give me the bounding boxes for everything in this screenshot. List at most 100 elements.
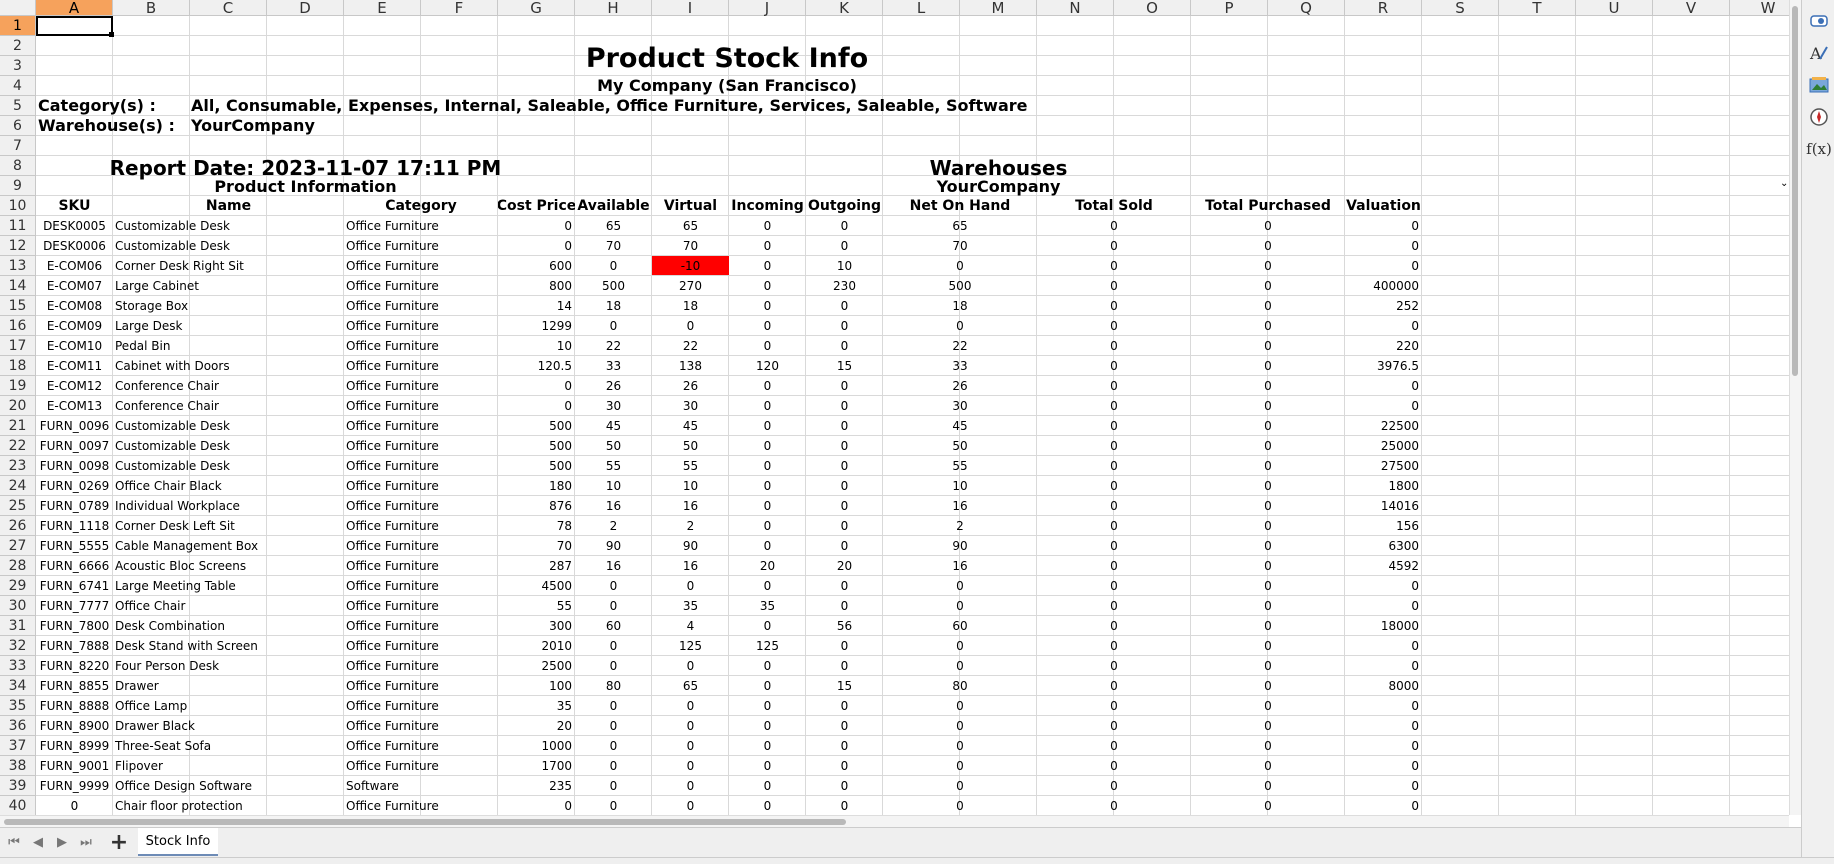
row-header-19[interactable]: 19 — [0, 376, 36, 396]
cell-net-on-hand[interactable]: 90 — [952, 538, 968, 553]
cell-virtual[interactable]: 65 — [682, 678, 699, 693]
cell-total-purchased[interactable]: 0 — [1264, 578, 1272, 593]
cell-sku[interactable]: FURN_8855 — [39, 678, 110, 693]
cell-net-on-hand[interactable]: 0 — [956, 778, 964, 793]
cell-category[interactable]: Office Furniture — [346, 398, 439, 413]
cell-outgoing[interactable]: 0 — [840, 398, 849, 413]
cell-sku[interactable]: FURN_6741 — [39, 578, 110, 593]
cell-incoming[interactable]: 0 — [763, 418, 772, 433]
cell-cost-price[interactable]: 287 — [549, 558, 572, 573]
cell-total-sold[interactable]: 0 — [1110, 478, 1118, 493]
select-all-corner[interactable] — [0, 0, 36, 16]
cell-available[interactable]: 0 — [609, 638, 618, 653]
cell-available[interactable]: 10 — [605, 478, 622, 493]
cell-valuation[interactable]: 400000 — [1373, 278, 1419, 293]
cell-valuation[interactable]: 0 — [1411, 238, 1419, 253]
cell-incoming[interactable]: 0 — [763, 698, 772, 713]
cell-net-on-hand[interactable]: 16 — [952, 558, 968, 573]
cell-net-on-hand[interactable]: 30 — [952, 398, 968, 413]
cell-category[interactable]: Office Furniture — [346, 738, 439, 753]
column-header-i[interactable]: I — [652, 0, 729, 16]
cell-sku[interactable]: E-COM07 — [46, 278, 103, 293]
cell-valuation[interactable]: 0 — [1411, 318, 1419, 333]
cell-incoming[interactable]: 0 — [763, 318, 772, 333]
cell-virtual[interactable]: 50 — [682, 438, 699, 453]
cell-total-purchased[interactable]: 0 — [1264, 598, 1272, 613]
cell-total-sold[interactable]: 0 — [1110, 298, 1118, 313]
row-header-16[interactable]: 16 — [0, 316, 36, 336]
cell-available[interactable]: 55 — [605, 458, 622, 473]
cell-cost-price[interactable]: 876 — [549, 498, 572, 513]
cell-valuation[interactable]: 220 — [1396, 338, 1419, 353]
cell-sku[interactable]: FURN_0269 — [39, 478, 110, 493]
cell-sku[interactable]: FURN_0789 — [39, 498, 110, 513]
cell-cost-price[interactable]: 235 — [549, 778, 572, 793]
cell-name[interactable]: Conference Chair — [115, 398, 219, 413]
row-header-9[interactable]: 9 — [0, 176, 36, 196]
cell-net-on-hand[interactable]: 65 — [952, 218, 968, 233]
cell-category[interactable]: Office Furniture — [346, 698, 439, 713]
row-header-8[interactable]: 8 — [0, 156, 36, 176]
cell-name[interactable]: Office Design Software — [115, 778, 252, 793]
cell-sku[interactable]: E-COM12 — [46, 378, 103, 393]
cell-total-purchased[interactable]: 0 — [1264, 778, 1272, 793]
cell-name[interactable]: Customizable Desk — [115, 458, 230, 473]
cell-outgoing[interactable]: 0 — [840, 238, 849, 253]
row-header-10[interactable]: 10 — [0, 196, 36, 216]
cell-cost-price[interactable]: 1000 — [541, 738, 572, 753]
cell-net-on-hand[interactable]: 500 — [948, 278, 972, 293]
spreadsheet-grid[interactable]: A B C D E F G H I J K L M N O P Q R S T U V W 1 2 3 4 5 6 7 8 9 10 11 12 13… — [0, 0, 1789, 815]
cell-valuation[interactable]: 0 — [1411, 738, 1419, 753]
cell-name[interactable]: Drawer — [115, 678, 159, 693]
column-header-t[interactable]: T — [1499, 0, 1576, 16]
column-header-a[interactable]: A — [36, 0, 113, 16]
cell-outgoing[interactable]: 0 — [840, 378, 849, 393]
cell-total-purchased[interactable]: 0 — [1264, 718, 1272, 733]
cell-available[interactable]: 0 — [609, 778, 618, 793]
cell-category[interactable]: Office Furniture — [346, 438, 439, 453]
cell-total-purchased[interactable]: 0 — [1264, 698, 1272, 713]
cell-outgoing[interactable]: 15 — [836, 678, 853, 693]
row-header-3[interactable]: 3 — [0, 56, 36, 76]
cell-category[interactable]: Office Furniture — [346, 618, 439, 633]
cell-incoming[interactable]: 0 — [763, 278, 772, 293]
cell-total-purchased[interactable]: 0 — [1264, 658, 1272, 673]
row-header-23[interactable]: 23 — [0, 456, 36, 476]
horizontal-scrollbar[interactable] — [0, 815, 1789, 828]
cell-name[interactable]: Pedal Bin — [115, 338, 171, 353]
cell-net-on-hand[interactable]: 0 — [956, 258, 964, 273]
cell-virtual[interactable]: 2 — [686, 518, 695, 533]
row-header-4[interactable]: 4 — [0, 76, 36, 96]
cell-total-purchased[interactable]: 0 — [1264, 298, 1272, 313]
column-header-m[interactable]: M — [960, 0, 1037, 16]
cell-available[interactable]: 60 — [605, 618, 622, 633]
cell-outgoing[interactable]: 20 — [836, 558, 853, 573]
cell-sku[interactable]: E-COM13 — [46, 398, 103, 413]
cell-name[interactable]: Customizable Desk — [115, 238, 230, 253]
cell-total-purchased[interactable]: 0 — [1264, 798, 1272, 813]
cell-total-purchased[interactable]: 0 — [1264, 218, 1272, 233]
add-sheet-button[interactable]: + — [109, 829, 129, 855]
cell-available[interactable]: 70 — [605, 238, 622, 253]
cell-total-sold[interactable]: 0 — [1110, 738, 1118, 753]
cell-name[interactable]: Desk Stand with Screen — [115, 638, 258, 653]
column-header-h[interactable]: H — [575, 0, 652, 16]
cell-outgoing[interactable]: 0 — [840, 438, 849, 453]
row-header-37[interactable]: 37 — [0, 736, 36, 756]
column-header-r[interactable]: R — [1345, 0, 1422, 16]
row-header-28[interactable]: 28 — [0, 556, 36, 576]
cell-total-sold[interactable]: 0 — [1110, 758, 1118, 773]
cell-total-purchased[interactable]: 0 — [1264, 458, 1272, 473]
row-header-24[interactable]: 24 — [0, 476, 36, 496]
cell-category[interactable]: Office Furniture — [346, 258, 439, 273]
cell-available[interactable]: 90 — [605, 538, 622, 553]
cell-incoming[interactable]: 0 — [763, 538, 772, 553]
cell-valuation[interactable]: 156 — [1396, 518, 1419, 533]
cell-virtual[interactable]: 22 — [682, 338, 699, 353]
row-header-22[interactable]: 22 — [0, 436, 36, 456]
cell-valuation[interactable]: 0 — [1411, 578, 1419, 593]
cell-net-on-hand[interactable]: 10 — [952, 478, 968, 493]
cell-virtual[interactable]: 26 — [682, 378, 699, 393]
cell-virtual[interactable]: 0 — [686, 798, 695, 813]
cell-available[interactable]: 26 — [605, 378, 622, 393]
